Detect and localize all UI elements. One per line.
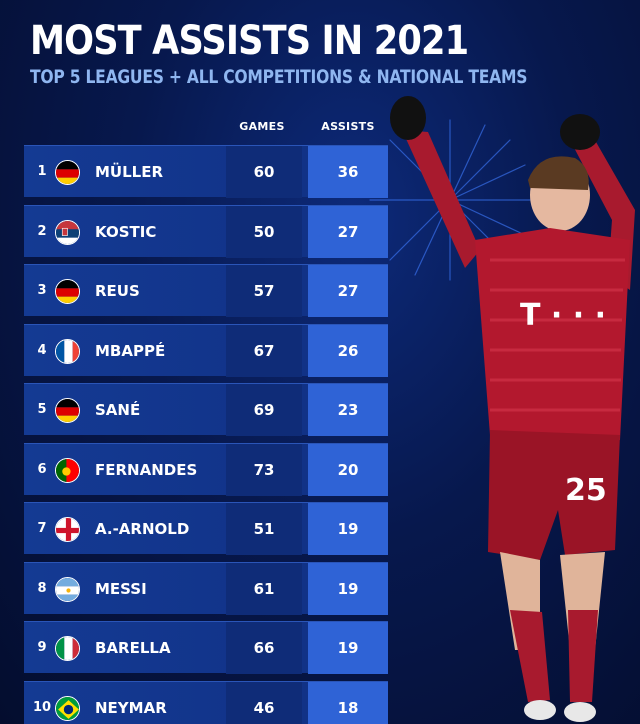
portugal-flag-icon [55, 457, 80, 483]
table-row: 3 REUS 57 27 [24, 264, 388, 317]
england-flag-icon [55, 517, 80, 542]
player-name: MBAPPÉ [95, 341, 166, 360]
player-image: T · · · 25 [390, 96, 635, 722]
assists-value: 27 [308, 205, 388, 258]
table-row: 10 NEYMAR 46 18 [24, 680, 388, 724]
table-row: 7 A.-ARNOLD 51 19 [24, 502, 388, 555]
assists-value: 19 [308, 562, 388, 615]
player-name: KOSTIC [95, 222, 157, 241]
assists-value: 19 [308, 503, 388, 555]
italy-flag-icon [55, 636, 80, 661]
player-name: A.-ARNOLD [95, 520, 190, 538]
assists-column-header: ASSISTS [321, 120, 375, 133]
table-row: 1 MÜLLER 60 36 [24, 145, 388, 198]
rank-number: 4 [37, 342, 47, 358]
table-row: 2 KOSTIC 50 27 [24, 204, 388, 258]
rank-number: 7 [37, 521, 47, 536]
games-value: 73 [226, 443, 302, 496]
player-name: FERNANDES [95, 460, 198, 479]
assists-value: 23 [308, 384, 388, 436]
assists-value: 19 [308, 622, 388, 674]
shirt-number: 25 [565, 473, 607, 508]
games-value: 46 [226, 681, 302, 724]
table-row: 9 BARELLA 66 19 [24, 621, 388, 674]
page-title: MOST ASSISTS IN 2021 [30, 18, 469, 64]
games-value: 57 [226, 265, 302, 317]
rank-number: 9 [37, 640, 47, 655]
games-value: 50 [226, 205, 302, 258]
france-flag-icon [55, 338, 80, 364]
germany-flag-icon [55, 279, 80, 304]
assists-value: 26 [308, 324, 388, 377]
player-name: NEYMAR [95, 698, 167, 717]
rank-number: 2 [37, 223, 47, 239]
brazil-flag-icon [55, 695, 80, 721]
assists-value: 36 [308, 146, 388, 198]
rank-number: 8 [37, 580, 47, 596]
games-value: 67 [226, 324, 302, 377]
table-row: 4 MBAPPÉ 67 26 [24, 323, 388, 377]
games-value: 61 [226, 562, 302, 615]
games-column-header: GAMES [239, 120, 285, 133]
rank-number: 6 [37, 461, 47, 477]
player-name: SANÉ [95, 401, 141, 419]
rank-number: 3 [37, 283, 47, 298]
table-row: 8 MESSI 61 19 [24, 561, 388, 615]
player-name: BARELLA [95, 639, 171, 657]
rank-number: 5 [37, 402, 47, 417]
player-name: MÜLLER [95, 163, 164, 181]
games-value: 60 [226, 146, 302, 198]
sponsor-logo: T · · · [520, 298, 606, 333]
table-row: 6 FERNANDES 73 20 [24, 442, 388, 496]
games-value: 51 [226, 503, 302, 555]
assists-value: 18 [308, 681, 388, 724]
assists-value: 27 [308, 265, 388, 317]
serbia-flag-icon [55, 219, 80, 245]
germany-flag-icon [55, 160, 80, 185]
page-subtitle: TOP 5 LEAGUES + ALL COMPETITIONS & NATIO… [30, 66, 528, 88]
assists-value: 20 [308, 443, 388, 496]
player-name: REUS [95, 282, 140, 300]
argentina-flag-icon [55, 576, 80, 602]
games-value: 69 [226, 384, 302, 436]
table-row: 5 SANÉ 69 23 [24, 383, 388, 436]
rank-number: 10 [32, 699, 52, 715]
games-value: 66 [226, 622, 302, 674]
germany-flag-icon [55, 398, 80, 423]
rank-number: 1 [37, 164, 47, 179]
player-name: MESSI [95, 579, 147, 598]
